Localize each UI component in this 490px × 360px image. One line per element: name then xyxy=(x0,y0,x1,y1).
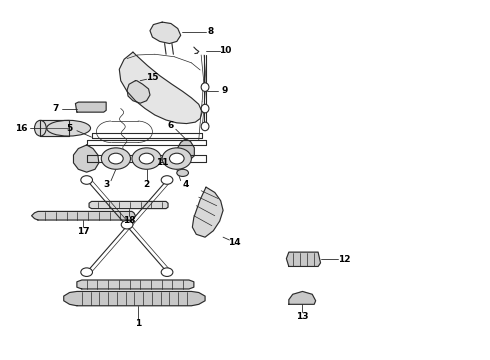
Text: 18: 18 xyxy=(123,216,135,225)
Text: 2: 2 xyxy=(144,180,150,189)
Polygon shape xyxy=(77,280,194,289)
Ellipse shape xyxy=(132,148,161,169)
Polygon shape xyxy=(89,202,168,208)
Text: 15: 15 xyxy=(146,73,159,82)
Polygon shape xyxy=(75,102,106,112)
Text: 7: 7 xyxy=(53,104,59,113)
Ellipse shape xyxy=(109,153,123,164)
Ellipse shape xyxy=(177,169,189,176)
Ellipse shape xyxy=(101,148,130,169)
Polygon shape xyxy=(150,22,181,44)
Polygon shape xyxy=(127,81,150,103)
Polygon shape xyxy=(287,252,320,266)
Text: 8: 8 xyxy=(208,27,214,36)
Text: 14: 14 xyxy=(228,238,241,247)
Ellipse shape xyxy=(81,176,93,184)
Ellipse shape xyxy=(201,122,209,131)
Text: 6: 6 xyxy=(168,121,174,130)
Polygon shape xyxy=(119,52,202,123)
Ellipse shape xyxy=(47,120,91,136)
Ellipse shape xyxy=(161,268,173,276)
Polygon shape xyxy=(74,145,99,172)
Polygon shape xyxy=(40,120,69,136)
Ellipse shape xyxy=(139,153,154,164)
Text: 9: 9 xyxy=(221,86,228,95)
Text: 17: 17 xyxy=(77,227,90,236)
Text: 13: 13 xyxy=(296,312,309,321)
Ellipse shape xyxy=(161,176,173,184)
Text: 10: 10 xyxy=(220,46,232,55)
Polygon shape xyxy=(178,139,195,159)
Ellipse shape xyxy=(34,120,46,136)
Text: 3: 3 xyxy=(103,180,109,189)
Ellipse shape xyxy=(170,153,184,164)
Polygon shape xyxy=(64,292,205,306)
Text: 5: 5 xyxy=(67,124,73,133)
Ellipse shape xyxy=(81,268,93,276)
Text: 1: 1 xyxy=(135,319,141,328)
Ellipse shape xyxy=(201,83,209,91)
Ellipse shape xyxy=(201,104,209,113)
Text: 11: 11 xyxy=(156,158,169,167)
Text: 12: 12 xyxy=(338,255,351,264)
Polygon shape xyxy=(193,187,223,237)
Polygon shape xyxy=(31,211,135,220)
Ellipse shape xyxy=(162,148,192,169)
Text: 4: 4 xyxy=(182,180,189,189)
Text: 16: 16 xyxy=(15,124,27,133)
Ellipse shape xyxy=(121,220,133,229)
Polygon shape xyxy=(289,292,316,304)
